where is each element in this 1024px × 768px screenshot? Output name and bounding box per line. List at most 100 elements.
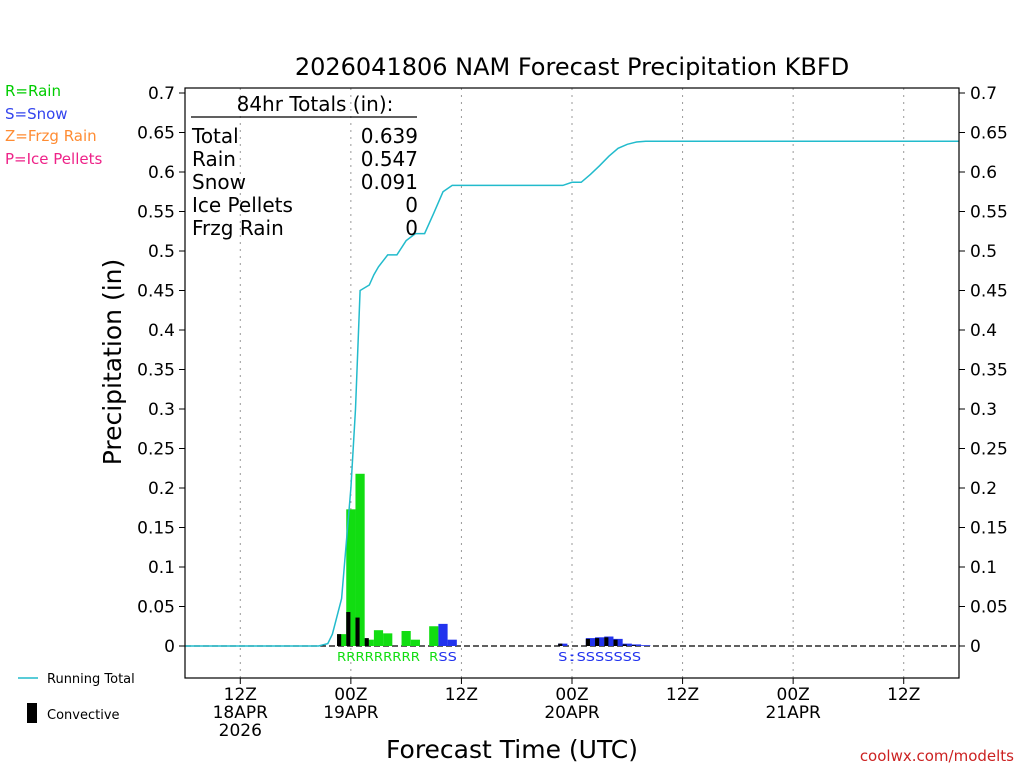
y-tick-label-right: 0.5 — [970, 242, 997, 262]
y-tick-label-right: 0.45 — [970, 282, 1008, 302]
x-axis-label: Forecast Time (UTC) — [386, 735, 638, 764]
x-tick-label: 00Z — [555, 685, 588, 705]
legend-snow-code: S=Snow — [5, 105, 68, 123]
precip-bar — [604, 636, 614, 646]
precip-type-marker: : — [567, 650, 576, 664]
totals-header: 84hr Totals (in): — [237, 92, 394, 116]
y-tick-label-right: 0.2 — [970, 479, 997, 499]
convective-bar — [364, 638, 369, 646]
totals-ice-pellets-value: 0 — [405, 193, 418, 217]
legend-convective-label: Convective — [47, 708, 120, 723]
plot-area: 0 00.05 0.050.1 0.10.15 0.150.2 0.20.25 0.250.… — [137, 84, 1008, 741]
convective-bar — [337, 634, 342, 646]
convective-bar — [631, 645, 637, 646]
totals-ice-pellets-label: Ice Pellets — [192, 193, 293, 217]
legend-ice-pellets-code: P=Ice Pellets — [5, 150, 102, 168]
legend-convective-swatch — [27, 703, 37, 723]
precip-bar — [631, 644, 642, 646]
precip-type-marker: S — [558, 650, 567, 664]
precip-bar — [410, 639, 420, 646]
legend-rain-code: R=Rain — [5, 82, 61, 100]
precip-type-marker: R — [429, 650, 438, 664]
convective-bar — [595, 638, 600, 646]
totals-total-label: Total — [191, 124, 239, 148]
precip-type-marker: SSSSSSS — [577, 650, 642, 664]
totals-snow-label: Snow — [192, 170, 246, 194]
y-tick-label-left: 0.15 — [137, 519, 175, 539]
legend-frzg-rain-code: Z=Frzg Rain — [5, 127, 97, 145]
y-tick-label-right: 0.65 — [970, 124, 1008, 144]
precip-bar — [641, 645, 651, 646]
precip-bar — [438, 623, 448, 646]
totals-rain-value: 0.547 — [361, 147, 418, 171]
y-tick-label-right: 0.55 — [970, 203, 1008, 223]
precip-bar — [429, 626, 439, 646]
x-tick-label: 20APR — [544, 703, 600, 723]
precip-bar — [595, 637, 605, 646]
precip-bar — [585, 638, 596, 646]
y-tick-label-right: 0.15 — [970, 519, 1008, 539]
totals-box: 84hr Totals (in): Total 0.639 Rain 0.547… — [191, 92, 418, 240]
x-tick-label: 2026 — [219, 721, 262, 741]
y-tick-label-left: 0.05 — [137, 598, 175, 618]
y-tick-label-right: 0.35 — [970, 361, 1008, 381]
x-tick-label: 00Z — [334, 685, 367, 705]
y-tick-label-right: 0.05 — [970, 598, 1008, 618]
y-tick-label-left: 0.6 — [148, 163, 175, 183]
y-tick-label-right: 0.7 — [970, 84, 997, 104]
precip-bar — [346, 509, 356, 646]
precip-bar — [373, 630, 384, 646]
precip-bar — [401, 630, 411, 646]
convective-bar — [585, 638, 590, 646]
precip-bar — [337, 634, 347, 646]
totals-total-value: 0.639 — [361, 124, 418, 148]
y-tick-label-left: 0.65 — [137, 124, 175, 144]
y-tick-label-right: 0.4 — [970, 321, 997, 341]
precip-bar — [622, 643, 632, 646]
x-tick-label: 19APR — [323, 703, 379, 723]
convective-bar — [355, 617, 360, 646]
y-tick-label-right: 0.6 — [970, 163, 997, 183]
legend-running-total-label: Running Total — [47, 672, 135, 687]
x-tick-label: 18APR — [213, 703, 269, 723]
precip-bar — [447, 639, 457, 646]
totals-frzg-rain-label: Frzg Rain — [192, 216, 284, 240]
series-legend: Running Total Convective — [18, 672, 135, 723]
convective-bar — [622, 644, 627, 646]
y-tick-label-left: 0.5 — [148, 242, 175, 262]
y-tick-label-left: 0.2 — [148, 479, 175, 499]
convective-bar — [604, 637, 609, 646]
credit-link[interactable]: coolwx.com/modelts — [860, 747, 1014, 765]
y-tick-label-left: 0.7 — [148, 84, 175, 104]
precip-type-marker: RRRRRRR — [337, 650, 402, 664]
y-tick-label-left: 0.1 — [148, 558, 175, 578]
x-tick-label: 12Z — [887, 685, 920, 705]
precip-type-marker: SS — [438, 650, 456, 664]
y-tick-label-left: 0.55 — [137, 203, 175, 223]
x-tick-label: 21APR — [765, 703, 821, 723]
y-axis-label: Precipitation (in) — [98, 259, 127, 466]
y-tick-label-left: 0.25 — [137, 440, 175, 460]
y-tick-label-right: 0.3 — [970, 400, 997, 420]
y-tick-label-left: 0.45 — [137, 282, 175, 302]
y-tick-label-left: 0.3 — [148, 400, 175, 420]
x-tick-label: 12Z — [445, 685, 478, 705]
totals-rain-label: Rain — [192, 147, 236, 171]
y-tick-label-right: 0.1 — [970, 558, 997, 578]
x-tick-label: 00Z — [777, 685, 810, 705]
precip-bar — [613, 638, 623, 646]
convective-bar — [613, 639, 618, 646]
precip-bar — [355, 473, 365, 646]
running-total-line — [185, 140, 959, 647]
totals-snow-value: 0.091 — [361, 170, 418, 194]
convective-bar — [558, 643, 563, 646]
precip-bar — [558, 643, 568, 646]
totals-frzg-rain-value: 0 — [405, 216, 418, 240]
x-tick-label: 12Z — [224, 685, 257, 705]
y-tick-label-right: 0 — [970, 637, 981, 657]
chart-title: 2026041806 NAM Forecast Precipitation KB… — [295, 53, 849, 81]
y-tick-label-right: 0.25 — [970, 440, 1008, 460]
y-tick-label-left: 0 — [164, 637, 175, 657]
precip-bar — [364, 639, 374, 646]
